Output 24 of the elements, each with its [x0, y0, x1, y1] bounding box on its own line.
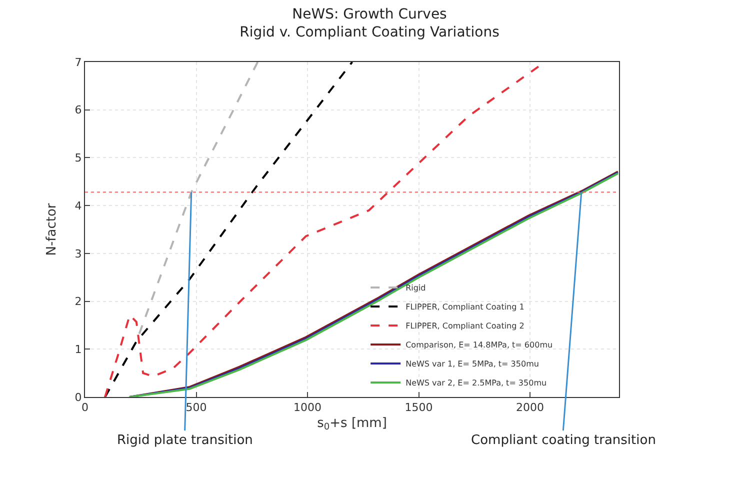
- y-tick-label: 2: [74, 295, 82, 308]
- y-tick-label: 3: [74, 247, 82, 260]
- y-tick-label: 4: [74, 199, 82, 212]
- legend-label: NeWS var 2, E= 2.5MPa, t= 350mu: [406, 378, 547, 388]
- legend-label: Comparison, E= 14.8MPa, t= 600mu: [406, 340, 553, 350]
- y-axis-title: N-factor: [44, 202, 60, 256]
- x-tick-label: 1500: [404, 401, 433, 414]
- y-tick-label: 6: [74, 104, 82, 117]
- x-tick-label: 2000: [516, 401, 544, 414]
- y-tick-label: 7: [74, 56, 82, 69]
- legend-label: NeWS var 1, E= 5MPa, t= 350mu: [406, 360, 539, 369]
- legend-label: FLIPPER, Compliant Coating 2: [406, 322, 524, 331]
- x-tick-label: 500: [186, 401, 207, 414]
- legend-label: FLIPPER, Compliant Coating 1: [406, 302, 524, 312]
- y-tick-label: 5: [74, 152, 82, 165]
- y-tick-label: 0: [74, 390, 82, 404]
- y-tick-label: 1: [74, 342, 82, 356]
- x-axis-title: s$_{0}$+s [mm]: [317, 416, 387, 433]
- annotation: Rigid plate transition: [117, 433, 253, 448]
- annotation: Compliant coating transition: [471, 433, 656, 448]
- x-tick-label: 1000: [294, 401, 322, 414]
- line-series: [104, 62, 354, 397]
- chart-title: NeWS: Growth Curves Rigid v. Compliant Coating Variations: [240, 6, 500, 41]
- legend-label: Rigid: [406, 284, 426, 293]
